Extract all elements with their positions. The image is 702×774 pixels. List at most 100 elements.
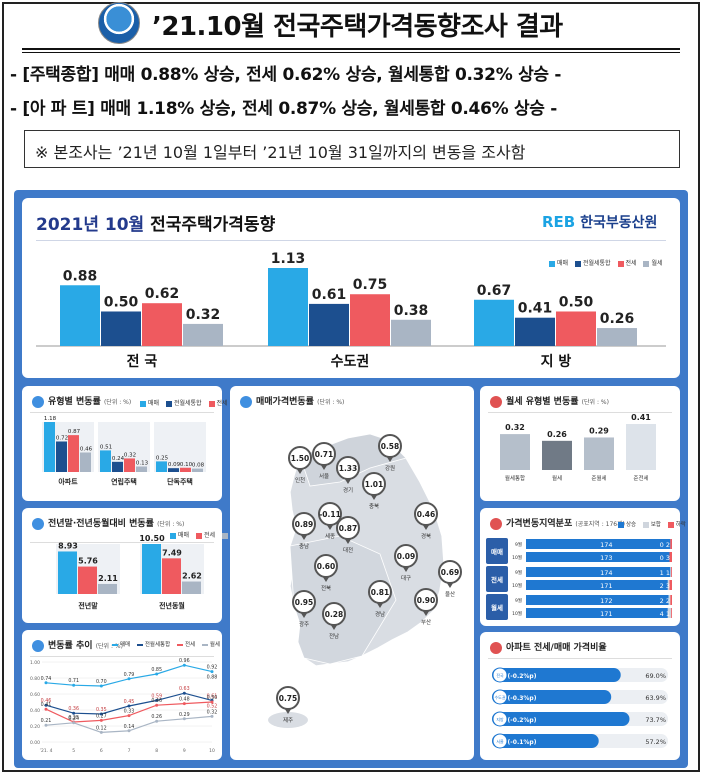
monthly-type-card: 월세 유형별 변동률 (단위 : %) 0.32 월세통합 0.26 월세 0.29 준월… xyxy=(480,386,680,501)
map-region-name: 울산 xyxy=(445,590,455,598)
legend-swatch-unified xyxy=(574,260,581,267)
legend-swatch-jeonse xyxy=(176,643,183,646)
legend-jeonse: 전세 xyxy=(184,642,196,648)
cumulative-category-label: 전년말 xyxy=(78,601,98,610)
trend-data-label: 0.41 xyxy=(41,702,52,708)
monthly-type-category-label: 준월세 xyxy=(591,474,606,482)
trend-card: 변동률 추이 (단위 : %) 매매 전월세통합 전세 월세 1.00 0.80 0… xyxy=(22,630,222,760)
trend-data-label: 0.26 xyxy=(151,714,162,720)
distribution-rise-label: 174 xyxy=(600,541,612,549)
ratio-chart: 전국 (-0.2%p) 69.0% 수도권 (-0.3%p) 63.9% 지방 (-0.2%p… xyxy=(492,667,668,749)
map-pin-icon xyxy=(314,554,338,578)
distribution-rise-bar xyxy=(526,552,670,562)
overall-bar-label: 0.32 xyxy=(186,307,221,323)
legend-sale: 매매 xyxy=(120,642,131,648)
distribution-tail-label: 2 2 xyxy=(660,597,670,605)
map-region-value: 0.69 xyxy=(441,568,460,577)
map-region-value: 0.58 xyxy=(381,442,400,451)
distribution-rise-label: 174 xyxy=(600,569,612,577)
ratio-title-text: 아파트 전세/매매 가격비율 xyxy=(506,643,607,653)
trend-divider xyxy=(30,656,214,657)
distribution-chart: 매매 9월 174 0 2 10월 173 0 3 전세 9월 174 1 1 10월 171 2 3 월세… xyxy=(486,538,672,620)
by-type-bar-label: 1.18 xyxy=(44,416,57,422)
ratio-fill xyxy=(492,734,599,748)
monthly-type-category-label: 월세 xyxy=(552,474,562,482)
trend-point xyxy=(127,714,131,718)
map-region-name: 대구 xyxy=(401,574,411,582)
title-divider xyxy=(36,240,666,241)
legend-sale: 매매 xyxy=(178,532,190,539)
trend-x-tick: 10 xyxy=(209,748,215,754)
by-type-bar-label: 0.13 xyxy=(136,460,149,466)
trend-point xyxy=(155,719,159,723)
distribution-rise-label: 173 xyxy=(600,554,612,562)
summary-housing: - [주택종합] 매매 0.88% 상승, 전세 0.62% 상승, 월세통합 … xyxy=(10,65,562,85)
trend-point xyxy=(155,703,159,707)
overall-bar xyxy=(474,299,514,346)
trend-point xyxy=(99,718,103,722)
map-region-name: 전남 xyxy=(329,632,339,640)
distribution-fall-bar xyxy=(671,567,672,577)
legend-swatch-jeonse xyxy=(208,400,215,407)
trend-data-label: 0.63 xyxy=(179,686,190,692)
by-type-bar-label: 0.24 xyxy=(112,456,125,462)
legend-swatch-monthly xyxy=(201,643,208,646)
map-region-name: 전북 xyxy=(321,584,331,592)
by-type-category-label: 단독주택 xyxy=(167,477,193,486)
infographic-subject: 전국주택가격동향 xyxy=(150,215,276,235)
ratio-value-label: 63.9% xyxy=(645,694,666,702)
by-type-title-text: 유형별 변동률 xyxy=(48,397,101,407)
legend-swatch-jeonse xyxy=(195,532,202,539)
distribution-month-label: 10월 xyxy=(512,610,522,617)
map-card: 매매가격변동률 (단위 : %) 1.50 인천 0.71 서울 1.33 경기 0.58 강… xyxy=(230,386,474,760)
chart-icon xyxy=(32,639,44,652)
trend-y-tick: 0.80 xyxy=(30,676,40,682)
by-type-bar xyxy=(80,452,91,472)
overall-bar-label: 0.75 xyxy=(353,277,388,293)
overall-bar-label: 0.61 xyxy=(312,287,347,303)
cumulative-category-label: 전년동월 xyxy=(159,601,185,610)
by-type-bar-label: 0.87 xyxy=(68,429,81,435)
distribution-month-label: 9월 xyxy=(515,597,522,604)
distribution-rise-bar xyxy=(526,595,669,605)
trend-x-tick: ’21. 4 xyxy=(40,748,53,754)
trend-data-label: 0.52 xyxy=(207,703,218,709)
trend-unit: (단위 : %) xyxy=(95,643,123,650)
ratio-change-label: (-0.2%p) xyxy=(508,673,537,680)
legend-unified: 전월세통합 xyxy=(173,400,202,407)
trend-data-label: 0.32 xyxy=(207,709,218,715)
chart-icon xyxy=(490,395,502,408)
by-type-bar xyxy=(124,458,135,472)
distribution-group-tag xyxy=(486,538,508,564)
legend-swatch-unified xyxy=(136,643,143,646)
distribution-title: 가격변동지역분포 (공표지역 : 176개) xyxy=(490,516,625,530)
overall-bar-label: 0.50 xyxy=(559,294,594,310)
distribution-flat-bar xyxy=(670,567,672,577)
by-type-bar-label: 0.10 xyxy=(180,462,193,468)
legend-fall: 하락 xyxy=(675,522,686,528)
ratio-region-label: 전국 xyxy=(496,672,504,678)
brand-mark: REB xyxy=(542,213,576,231)
trend-point xyxy=(44,707,48,711)
by-type-title: 유형별 변동률 (단위 : %) xyxy=(32,394,131,408)
chart-icon xyxy=(32,517,44,530)
distribution-month-label: 9월 xyxy=(515,541,522,548)
map-pin-icon xyxy=(414,588,438,612)
monthly-type-category-label: 준전세 xyxy=(633,474,648,482)
trend-point xyxy=(72,683,76,687)
ratio-value-label: 57.2% xyxy=(645,738,666,746)
monthly-type-bar-chart: 0.32 월세통합 0.26 월세 0.29 준월세 0.41 준전세 xyxy=(500,413,656,482)
map-pin-icon xyxy=(414,502,438,526)
monthly-type-bar xyxy=(500,434,530,470)
map-pin-icon xyxy=(378,434,402,458)
map-region-value: 0.75 xyxy=(279,694,298,703)
ratio-fill xyxy=(492,712,630,726)
trend-data-label: 0.35 xyxy=(96,707,107,713)
trend-data-label: 0.46 xyxy=(151,698,162,704)
trend-point xyxy=(127,704,131,708)
trend-data-label: 0.24 xyxy=(68,716,79,722)
distribution-group-tag xyxy=(486,594,508,620)
distribution-rise-bar xyxy=(526,539,671,549)
monthly-type-divider xyxy=(488,412,672,413)
overall-bar-label: 0.26 xyxy=(600,311,635,327)
